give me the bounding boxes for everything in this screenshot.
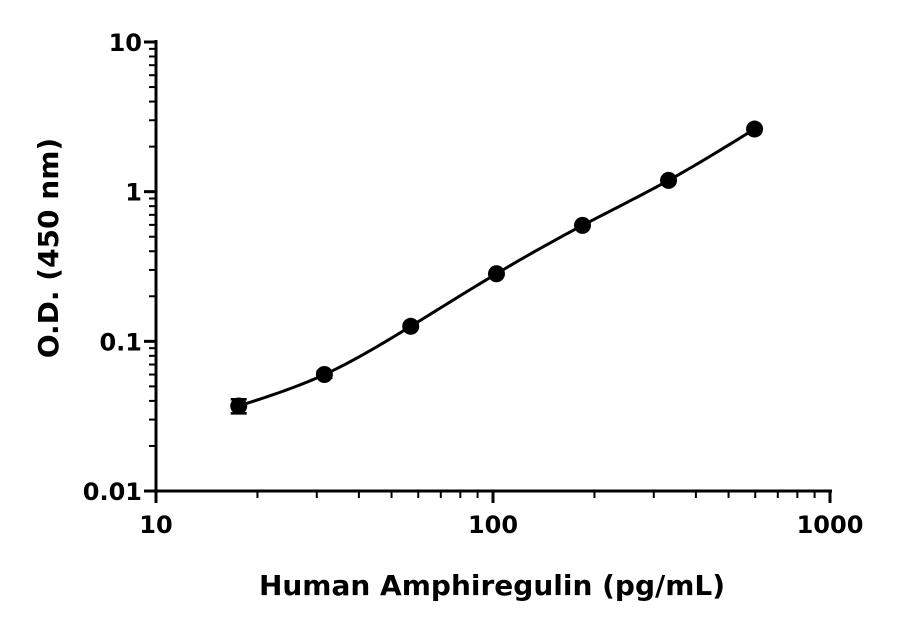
data-point	[402, 317, 420, 335]
axes: 0.01 0.1 1 10 10 100 1000	[83, 29, 864, 539]
y-tick-label: 0.1	[99, 328, 142, 356]
data-point	[573, 216, 591, 234]
y-tick-label: 0.01	[83, 478, 142, 506]
data-point	[660, 171, 678, 189]
y-axis-title: O.D. (450 nm)	[32, 138, 65, 358]
y-tick-label: 1	[125, 179, 142, 207]
data-point	[746, 120, 764, 138]
data-point	[315, 366, 333, 384]
data-points	[230, 120, 764, 415]
data-point	[487, 265, 505, 283]
data-point	[230, 397, 248, 415]
x-axis-title: Human Amphiregulin (pg/mL)	[259, 569, 725, 602]
x-tick-label: 1000	[797, 511, 864, 539]
x-tick-label: 10	[139, 511, 172, 539]
y-tick-label: 10	[109, 29, 142, 57]
x-tick-label: 100	[468, 511, 518, 539]
